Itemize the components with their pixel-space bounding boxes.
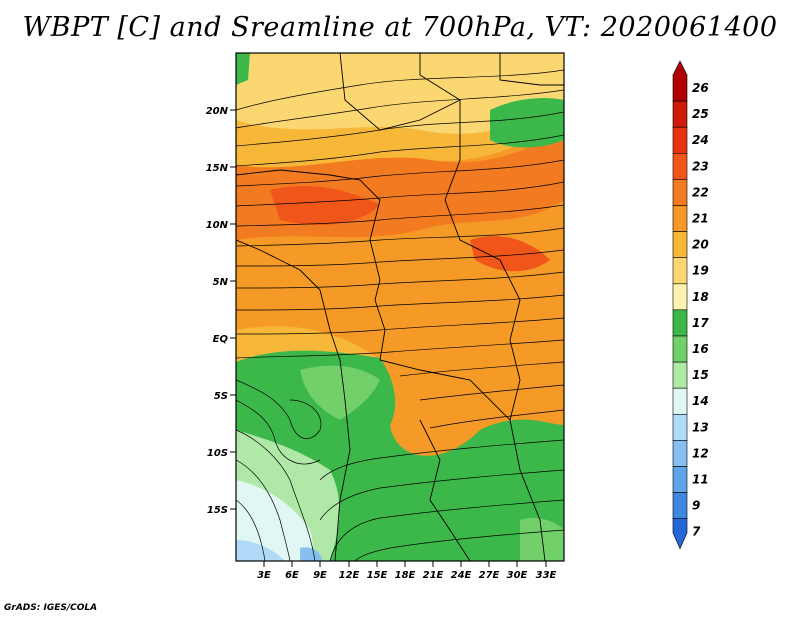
colorbar-swatch bbox=[672, 179, 688, 206]
colorbar-label: 26 bbox=[692, 81, 709, 95]
colorbar-swatch bbox=[672, 361, 688, 389]
lon-label: 18E bbox=[395, 570, 416, 581]
lon-label: 33E bbox=[536, 570, 557, 581]
lon-label: 3E bbox=[257, 570, 271, 581]
longitude-axis: 3E 6E 9E 12E 15E 18E 21E 24E 27E 30E 33E bbox=[257, 561, 557, 581]
colorbar-swatch bbox=[672, 126, 688, 154]
colorbar-label: 7 bbox=[692, 525, 701, 539]
colorbar-label: 14 bbox=[692, 394, 709, 408]
lon-label: 30E bbox=[507, 570, 528, 581]
colorbar-swatch bbox=[672, 153, 688, 180]
colorbar-swatch bbox=[672, 492, 688, 520]
colorbar-swatch bbox=[672, 283, 688, 311]
colorbar-label: 20 bbox=[692, 238, 709, 252]
colorbar-label: 21 bbox=[692, 212, 709, 226]
colorbar-label: 13 bbox=[692, 420, 709, 434]
lat-label: 15S bbox=[207, 505, 228, 516]
colorbar-swatch bbox=[672, 413, 688, 441]
colorbar-label: 23 bbox=[692, 159, 709, 173]
colorbar-swatch bbox=[672, 518, 688, 550]
colorbar-swatch bbox=[672, 335, 688, 363]
colorbar-label: 25 bbox=[692, 107, 709, 121]
colorbar: 26 25 24 23 22 21 20 19 18 17 16 15 14 13 12 11 9 7 bbox=[672, 60, 709, 550]
colorbar-swatch bbox=[672, 60, 688, 102]
streamlines bbox=[236, 69, 564, 561]
lon-label: 12E bbox=[339, 570, 360, 581]
colorbar-swatch bbox=[672, 309, 688, 337]
lon-label: 15E bbox=[367, 570, 388, 581]
map-frame bbox=[235, 52, 565, 562]
colorbar-swatch bbox=[672, 100, 688, 128]
colorbar-label: 22 bbox=[692, 185, 709, 199]
lat-label: EQ bbox=[213, 334, 229, 345]
country-borders bbox=[236, 53, 564, 561]
lon-label: 24E bbox=[451, 570, 472, 581]
colorbar-label: 11 bbox=[692, 473, 709, 487]
colorbar-label: 19 bbox=[692, 264, 709, 278]
lat-label: 10N bbox=[206, 220, 229, 231]
footer-credit: GrADS: IGES/COLA bbox=[4, 603, 98, 613]
colorbar-swatch bbox=[672, 205, 688, 232]
colorbar-label: 16 bbox=[692, 342, 709, 356]
colorbar-label: 9 bbox=[692, 499, 700, 513]
lat-label: 15N bbox=[206, 163, 229, 174]
lon-label: 21E bbox=[423, 570, 444, 581]
colorbar-label: 24 bbox=[692, 133, 709, 147]
chart-title: WBPT [C] and Sreamline at 700hPa, VT: 20… bbox=[22, 12, 778, 43]
colorbar-swatch bbox=[672, 387, 688, 415]
colorbar-label: 18 bbox=[692, 290, 709, 304]
lon-label: 6E bbox=[285, 570, 299, 581]
latitude-axis: 20N 15N 10N 5N EQ 5S 10S 15S bbox=[206, 106, 236, 516]
lon-label: 9E bbox=[313, 570, 327, 581]
lat-label: 10S bbox=[207, 448, 228, 459]
colorbar-swatch bbox=[672, 440, 688, 467]
colorbar-label: 15 bbox=[692, 368, 709, 382]
colorbar-label: 17 bbox=[692, 316, 709, 330]
colorbar-swatch bbox=[672, 231, 688, 259]
colorbar-label: 12 bbox=[692, 446, 709, 460]
lon-label: 27E bbox=[479, 570, 500, 581]
wbpt-shading bbox=[236, 53, 564, 561]
colorbar-swatch bbox=[672, 466, 688, 493]
lat-label: 20N bbox=[206, 106, 229, 117]
colorbar-swatch bbox=[672, 257, 688, 285]
lat-label: 5S bbox=[214, 391, 228, 402]
lat-label: 5N bbox=[213, 277, 229, 288]
